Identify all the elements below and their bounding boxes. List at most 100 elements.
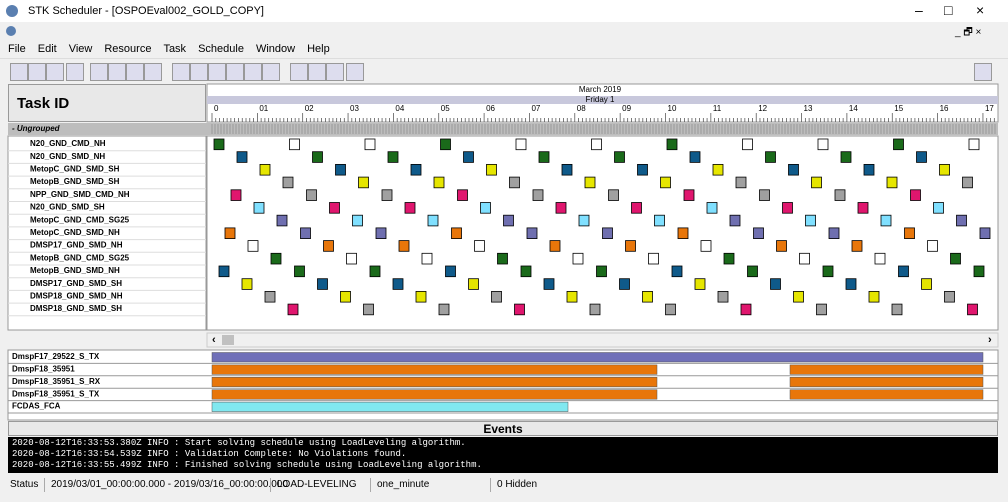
toolbar-button[interactable] [172, 63, 190, 81]
task-block[interactable] [440, 138, 451, 151]
task-block[interactable] [665, 303, 676, 316]
task-block[interactable] [805, 214, 816, 227]
task-block[interactable] [236, 151, 248, 163]
task-block[interactable] [375, 227, 387, 239]
task-block[interactable] [300, 227, 311, 239]
task-block[interactable] [352, 214, 363, 227]
toolbar-button[interactable] [28, 63, 46, 81]
task-block[interactable] [323, 240, 334, 252]
task-block[interactable] [276, 214, 288, 227]
task-block[interactable] [759, 189, 770, 201]
task-block[interactable] [312, 151, 323, 163]
task-block[interactable] [793, 290, 804, 303]
task-block[interactable] [753, 227, 764, 239]
task-block[interactable] [381, 189, 393, 201]
task-block[interactable] [589, 303, 601, 316]
task-block[interactable] [259, 163, 271, 176]
task-block[interactable] [514, 303, 525, 316]
task-block[interactable] [735, 176, 747, 189]
task-block[interactable] [788, 163, 799, 176]
task-block[interactable] [230, 189, 242, 201]
toolbar-button[interactable] [90, 63, 108, 81]
task-block[interactable] [700, 240, 712, 252]
task-block[interactable] [706, 202, 718, 214]
task-block[interactable] [427, 214, 439, 227]
task-block[interactable] [979, 227, 991, 239]
task-block[interactable] [415, 290, 427, 303]
toolbar-button[interactable] [226, 63, 244, 81]
menu-item[interactable]: Schedule [198, 43, 244, 55]
task-block[interactable] [863, 163, 875, 176]
task-block[interactable] [329, 202, 340, 214]
task-block[interactable] [683, 189, 695, 201]
toolbar-button[interactable] [262, 63, 280, 81]
task-block[interactable] [561, 163, 573, 176]
task-block[interactable] [421, 252, 433, 265]
task-block[interactable] [723, 252, 735, 265]
close[interactable]: × [976, 2, 985, 18]
help-button[interactable] [974, 63, 992, 81]
task-block[interactable] [927, 240, 938, 252]
task-block[interactable] [666, 138, 678, 151]
task-block[interactable] [463, 151, 474, 163]
menu-item[interactable]: Window [255, 43, 296, 55]
task-block[interactable] [765, 151, 776, 163]
scroll-left[interactable]: ‹ [212, 334, 216, 346]
task-block[interactable] [828, 227, 840, 239]
task-block[interactable] [387, 151, 399, 163]
task-block[interactable] [438, 303, 450, 316]
task-block[interactable] [880, 214, 892, 227]
task-block[interactable] [654, 214, 665, 227]
task-block[interactable] [572, 252, 584, 265]
task-block[interactable] [694, 278, 706, 290]
menu-item[interactable]: Help [307, 43, 330, 55]
task-block[interactable] [264, 290, 276, 303]
task-block[interactable] [840, 151, 852, 163]
task-block[interactable] [335, 163, 346, 176]
task-block[interactable] [247, 240, 259, 252]
maximize[interactable]: □ [944, 2, 953, 18]
menu-item[interactable]: File [8, 43, 26, 55]
task-block[interactable] [845, 278, 857, 290]
task-block[interactable] [509, 176, 520, 189]
task-block[interactable] [921, 278, 932, 290]
task-block[interactable] [916, 151, 927, 163]
task-block[interactable] [294, 265, 305, 278]
task-block[interactable] [526, 227, 538, 239]
task-block[interactable] [398, 240, 410, 252]
task-block[interactable] [596, 265, 607, 278]
task-block[interactable] [770, 278, 781, 290]
task-block[interactable] [776, 240, 787, 252]
task-block[interactable] [642, 290, 653, 303]
task-block[interactable] [410, 163, 422, 176]
task-block[interactable] [967, 303, 978, 316]
task-block[interactable] [282, 176, 294, 189]
menu-item[interactable]: View [68, 43, 93, 55]
task-block[interactable] [433, 176, 445, 189]
task-block[interactable] [486, 163, 497, 176]
task-block[interactable] [608, 189, 619, 201]
task-block[interactable] [480, 202, 491, 214]
toolbar-button[interactable] [10, 63, 28, 81]
task-block[interactable] [364, 138, 376, 151]
task-block[interactable] [538, 151, 550, 163]
task-block[interactable] [457, 189, 468, 201]
task-block[interactable] [555, 202, 567, 214]
task-block[interactable] [289, 138, 300, 151]
task-block[interactable] [474, 240, 485, 252]
task-block[interactable] [369, 265, 381, 278]
task-block[interactable] [491, 290, 502, 303]
toolbar-button[interactable] [346, 63, 364, 81]
task-block[interactable] [468, 278, 479, 290]
task-block[interactable] [520, 265, 532, 278]
task-block[interactable] [358, 176, 369, 189]
task-block[interactable] [729, 214, 741, 227]
toolbar-button[interactable] [66, 63, 84, 81]
task-block[interactable] [660, 176, 671, 189]
task-block[interactable] [944, 290, 955, 303]
task-block[interactable] [625, 240, 636, 252]
doc-controls[interactable]: _ 🗗 × [955, 27, 982, 38]
task-block[interactable] [747, 265, 758, 278]
task-block[interactable] [742, 138, 753, 151]
task-block[interactable] [306, 189, 317, 201]
